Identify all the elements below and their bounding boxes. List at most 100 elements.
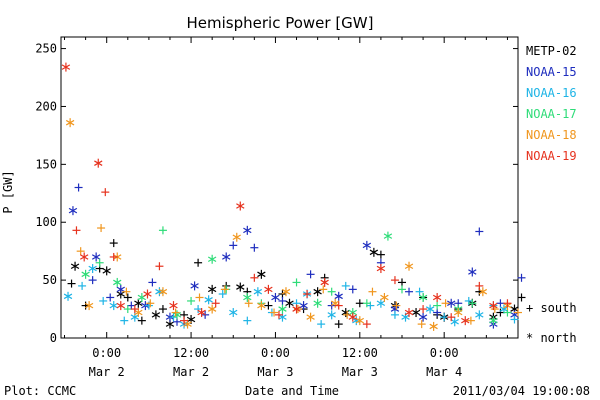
x-tick-date-label: Mar 4 <box>426 365 462 379</box>
point-north-noaa-17 <box>418 292 428 302</box>
point-south-noaa-19 <box>334 301 343 310</box>
point-south-noaa-17 <box>327 287 336 296</box>
point-north-metp-02 <box>285 298 294 308</box>
point-south-noaa-15 <box>475 227 484 236</box>
point-north-noaa-15 <box>243 225 252 235</box>
point-south-noaa-15 <box>229 241 238 250</box>
marker-legend: + south * north <box>526 301 577 345</box>
point-south-noaa-19 <box>503 299 512 308</box>
legend-item-noaa-19: NOAA-19 <box>526 149 577 163</box>
point-north-noaa-16 <box>475 310 484 320</box>
marker-legend-north: * north <box>526 331 577 345</box>
point-south-noaa-19 <box>72 226 81 235</box>
point-north-noaa-16 <box>278 312 287 322</box>
point-south-noaa-16 <box>440 313 449 322</box>
y-axis: 0 50 100 150 200 250 <box>35 42 518 345</box>
point-south-noaa-17 <box>468 299 477 308</box>
x-tick-time-label: 0:00 <box>92 346 121 360</box>
point-north-noaa-15 <box>418 312 428 322</box>
point-north-noaa-19 <box>80 252 89 262</box>
point-north-noaa-17 <box>207 254 217 264</box>
point-north-metp-02 <box>341 308 350 318</box>
point-south-noaa-19 <box>475 281 484 290</box>
point-north-noaa-18 <box>429 321 438 331</box>
point-north-noaa-19 <box>236 201 245 211</box>
legend-item-noaa-16: NOAA-16 <box>526 86 577 100</box>
point-south-noaa-15 <box>88 276 97 285</box>
point-south-noaa-17 <box>433 301 442 310</box>
point-north-noaa-18 <box>281 287 291 297</box>
data-points <box>61 62 526 331</box>
point-south-noaa-15 <box>148 278 157 287</box>
point-south-noaa-18 <box>392 301 401 310</box>
point-south-noaa-16 <box>99 296 108 305</box>
legend-item-noaa-17: NOAA-17 <box>526 107 577 121</box>
point-north-noaa-18 <box>84 301 94 311</box>
point-north-noaa-18 <box>380 292 389 302</box>
point-north-noaa-18 <box>454 308 463 318</box>
point-north-metp-02 <box>207 284 217 294</box>
point-north-noaa-17 <box>383 231 393 241</box>
legend: METP-02 NOAA-15 NOAA-16 NOAA-17 NOAA-18 NOAA-… <box>526 44 577 163</box>
point-south-noaa-16 <box>317 320 326 329</box>
point-north-metp-02 <box>369 247 379 257</box>
legend-item-metp-02: METP-02 <box>526 44 577 58</box>
point-north-noaa-16 <box>155 287 164 297</box>
point-north-noaa-15 <box>447 298 456 308</box>
point-north-noaa-18 <box>65 118 75 128</box>
x-axis: 0:00 Mar 2 12:00 Mar 2 0:00 Mar 3 12:00 Mar 3 0:… <box>64 37 508 379</box>
legend-item-noaa-18: NOAA-18 <box>526 128 577 142</box>
point-north-noaa-16 <box>352 316 361 326</box>
point-south-noaa-19 <box>180 316 189 325</box>
y-tick-label: 50 <box>43 273 57 287</box>
point-south-noaa-18 <box>368 287 377 296</box>
point-north-noaa-19 <box>376 264 386 274</box>
x-tick-time-label: 12:00 <box>173 346 209 360</box>
point-south-noaa-16 <box>510 315 519 324</box>
point-north-noaa-15 <box>299 301 308 311</box>
point-south-metp-02 <box>123 293 132 302</box>
point-north-noaa-18 <box>232 232 241 242</box>
point-north-noaa-19 <box>320 277 329 287</box>
point-north-noaa-19 <box>404 308 414 318</box>
x-tick-date-label: Mar 3 <box>257 365 293 379</box>
point-north-noaa-17 <box>81 269 90 279</box>
point-south-noaa-18 <box>146 299 155 308</box>
point-north-noaa-19 <box>348 312 357 322</box>
point-north-noaa-19 <box>197 308 206 318</box>
point-north-noaa-19 <box>461 316 470 326</box>
point-south-noaa-17 <box>158 226 167 235</box>
point-south-noaa-17 <box>292 278 301 287</box>
y-tick-label: 100 <box>35 215 57 229</box>
point-north-metp-02 <box>411 308 421 318</box>
point-south-noaa-18 <box>417 320 426 329</box>
point-south-noaa-15 <box>433 308 442 317</box>
point-south-noaa-17 <box>187 296 196 305</box>
plot-timestamp: 2011/03/04 19:00:08 <box>453 384 590 398</box>
point-south-noaa-19 <box>274 310 283 319</box>
point-south-noaa-15 <box>250 243 259 252</box>
point-south-noaa-19 <box>109 252 118 261</box>
x-axis-label: Date and Time <box>245 384 339 398</box>
point-north-noaa-17 <box>172 310 182 320</box>
y-tick-label: 250 <box>35 42 57 56</box>
point-south-noaa-18 <box>76 247 85 256</box>
point-north-metp-02 <box>313 287 322 297</box>
point-south-noaa-19 <box>211 299 220 308</box>
point-south-noaa-15 <box>348 285 357 294</box>
point-north-noaa-19 <box>94 158 103 168</box>
point-south-noaa-16 <box>194 305 203 314</box>
point-south-metp-02 <box>264 301 273 310</box>
point-north-noaa-18 <box>306 312 315 322</box>
point-north-noaa-15 <box>468 267 477 277</box>
point-south-noaa-18 <box>270 308 279 317</box>
point-south-noaa-18 <box>466 316 475 325</box>
point-north-noaa-15 <box>68 206 78 216</box>
point-north-metp-02 <box>257 269 266 279</box>
point-north-noaa-17 <box>489 316 498 326</box>
point-north-noaa-16 <box>204 295 213 305</box>
point-north-noaa-15 <box>222 252 231 262</box>
point-south-noaa-18 <box>514 308 522 317</box>
point-south-noaa-15 <box>306 270 315 279</box>
